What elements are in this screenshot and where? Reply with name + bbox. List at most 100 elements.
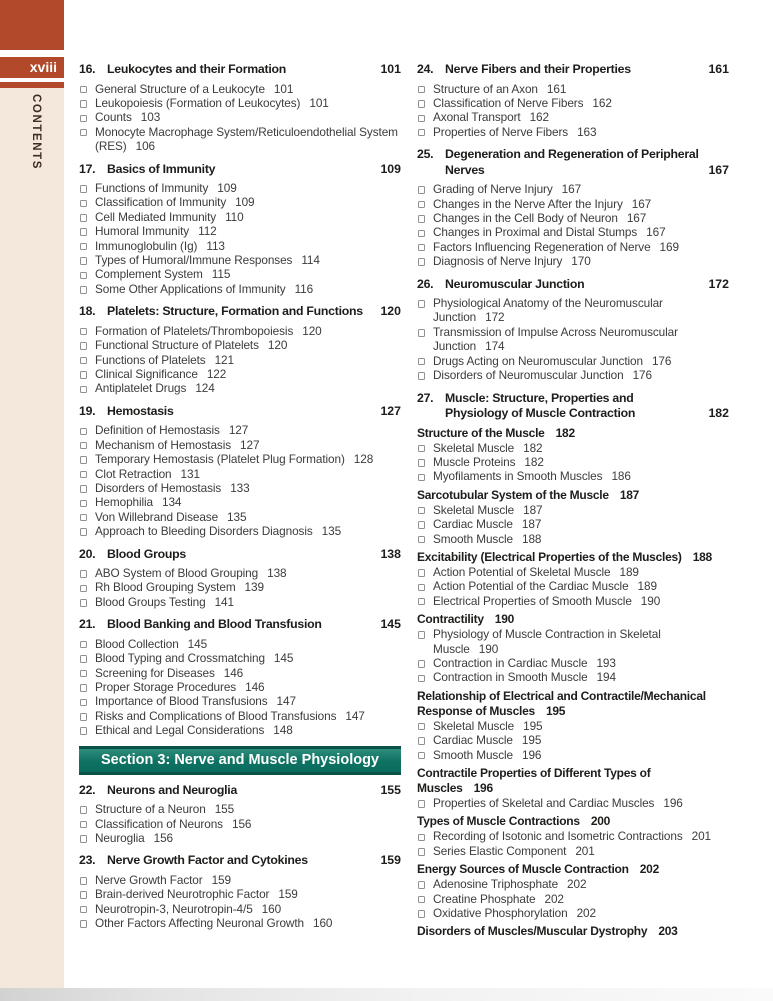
chapter-heading: 24. Nerve Fibers and their Properties 161 [417, 62, 729, 78]
toc-item-page-number: 190 [478, 641, 499, 656]
chapter-heading: 22. Neurons and Neuroglia 155 [79, 783, 401, 799]
toc-item: Counts 103 [79, 110, 401, 124]
square-bullet-icon [418, 357, 425, 366]
toc-item-label: Drugs Acting on Neuromuscular Junction [433, 353, 643, 368]
toc-item-page-number: 170 [571, 254, 591, 269]
toc-subheading: Structure of the Muscle 182 [417, 426, 729, 441]
toc-item: Antiplatelet Drugs 124 [79, 381, 401, 395]
subheading-page-number: 195 [545, 703, 566, 718]
chapter-number: 26. [417, 276, 434, 291]
toc-subheading: Types of Muscle Contractions 200 [417, 814, 729, 829]
toc-item-label: Mechanism of Hemostasis [95, 437, 232, 452]
toc-item: Temporary Hemostasis (Platelet Plug Form… [79, 452, 401, 466]
chapter-heading: 17. Basics of Immunity 109 [79, 162, 401, 178]
toc-item: Disorders of Neuromuscular Junction 176 [417, 368, 729, 382]
subheading-label: Sarcotubular System of the Muscle [417, 487, 609, 502]
chapter-heading: 21. Blood Banking and Blood Transfusion 14… [79, 617, 401, 633]
subheading-page-number: 202 [639, 862, 660, 877]
toc-item-label: Changes in the Nerve After the Injury [433, 196, 623, 211]
square-bullet-icon [80, 713, 87, 721]
toc-chapter: 26. Neuromuscular Junction 172 Physiologica… [417, 277, 729, 383]
toc-subheading: Energy Sources of Muscle Contraction 202 [417, 862, 729, 877]
chapter-entries: Structure of the Muscle 182 Skeletal Muscl… [417, 426, 729, 940]
chapter-page-number: 161 [708, 62, 729, 76]
toc-item-page-number: 127 [240, 437, 260, 452]
chapter-heading: 20. Blood Groups 138 [79, 547, 401, 563]
toc-item-label: Skeletal Muscle [433, 502, 515, 517]
toc-subheading: Contractility 190 [417, 612, 729, 627]
toc-item: Importance of Blood Transfusions 147 [79, 694, 401, 708]
square-bullet-icon [80, 286, 87, 294]
square-bullet-icon [80, 655, 87, 663]
toc-item-page-number: 187 [523, 502, 543, 517]
toc-item-page-number: 110 [225, 209, 244, 224]
subheading-label: Structure of the Muscle [417, 425, 545, 440]
chapter-page-number: 109 [380, 161, 401, 176]
chapter-number: 25. [417, 147, 434, 162]
toc-subheading: Excitability (Electrical Properties of t… [417, 550, 729, 565]
toc-item-page-number: 190 [640, 593, 661, 608]
toc-item-page-number: 138 [267, 566, 287, 581]
toc-item-page-number: 113 [206, 238, 225, 253]
chapter-page-number: 101 [380, 62, 401, 76]
toc-item: Physiology of Muscle Contraction in Skel… [417, 627, 729, 656]
chapter-entries: Formation of Platelets/Thrombopoiesis 120… [79, 324, 401, 396]
toc-item-label: Blood Groups Testing [95, 594, 206, 609]
toc-item-label: Skeletal Muscle [433, 440, 515, 455]
toc-item: Leukopoiesis (Formation of Leukocytes) 10… [79, 96, 401, 110]
toc-item-page-number: 202 [567, 877, 587, 892]
toc-item-page-number: 189 [619, 564, 639, 579]
chapter-title: Nerve Fibers and their Properties [445, 62, 631, 76]
toc-item: Action Potential of the Cardiac Muscle 18… [417, 579, 729, 593]
toc-item: Changes in the Nerve After the Injury 167 [417, 197, 729, 211]
toc-chapter: 22. Neurons and Neuroglia 155 Structure of … [79, 783, 401, 846]
square-bullet-icon [80, 214, 87, 222]
toc-item-page-number: 182 [524, 454, 544, 469]
toc-item-label: ABO System of Blood Grouping [95, 566, 259, 581]
chapter-page-number: 120 [380, 304, 401, 319]
toc-item-label: Blood Collection [95, 636, 179, 651]
toc-item-page-number: 146 [223, 665, 244, 680]
chapter-title: Blood Banking and Blood Transfusion [107, 617, 322, 632]
chapter-number: 27. [417, 390, 434, 405]
square-bullet-icon [418, 848, 425, 856]
square-bullet-icon [418, 722, 425, 731]
toc-item-label: Factors Influencing Regeneration of Nerv… [433, 239, 651, 254]
square-bullet-icon [418, 910, 425, 918]
chapter-title: Neurons and Neuroglia [107, 782, 238, 797]
toc-item-label: Neurotropin-3, Neurotropin-4/5 [95, 901, 253, 916]
toc-item: Myofilaments in Smooth Muscles 186 [417, 469, 729, 483]
toc-item-page-number: 101 [309, 95, 329, 110]
spine-accent-rule [0, 82, 64, 88]
square-bullet-icon [80, 85, 87, 94]
square-bullet-icon [418, 459, 425, 467]
margin-band [0, 88, 64, 988]
toc-chapter: 16. Leukocytes and their Formation 101 Gene… [79, 62, 401, 154]
toc-item-label: Rh Blood Grouping System [95, 580, 236, 595]
toc-item-page-number: 169 [659, 239, 679, 254]
toc-item-label: Action Potential of the Cardiac Muscle [433, 579, 629, 594]
toc-item-label: Smooth Muscle [433, 531, 513, 546]
square-bullet-icon [418, 583, 425, 592]
subheading-label: Types of Muscle Contractions [417, 814, 580, 829]
square-bullet-icon [418, 660, 425, 668]
toc-item-page-number: 122 [206, 367, 227, 381]
square-bullet-icon [80, 356, 87, 365]
toc-item: General Structure of a Leukocyte 101 [79, 82, 401, 96]
toc-item-page-number: 131 [180, 466, 200, 481]
toc-subheading: Contractile Properties of Different Type… [417, 766, 729, 796]
chapter-page-number: 167 [708, 162, 729, 177]
toc-item-page-number: 176 [651, 353, 672, 368]
square-bullet-icon [418, 300, 425, 308]
spine-accent-block [0, 0, 64, 50]
toc-chapter: 24. Nerve Fibers and their Properties 161 S… [417, 62, 729, 139]
square-bullet-icon [418, 229, 425, 238]
toc-item: Smooth Muscle 188 [417, 532, 729, 546]
square-bullet-icon [418, 128, 425, 137]
toc-item: Changes in Proximal and Distal Stumps 167 [417, 225, 729, 239]
square-bullet-icon [80, 242, 87, 251]
square-bullet-icon [80, 669, 87, 678]
toc-item-page-number: 134 [162, 495, 182, 510]
toc-item-page-number: 162 [592, 95, 612, 110]
chapter-entries: Physiological Anatomy of the Neuromuscul… [417, 296, 729, 382]
